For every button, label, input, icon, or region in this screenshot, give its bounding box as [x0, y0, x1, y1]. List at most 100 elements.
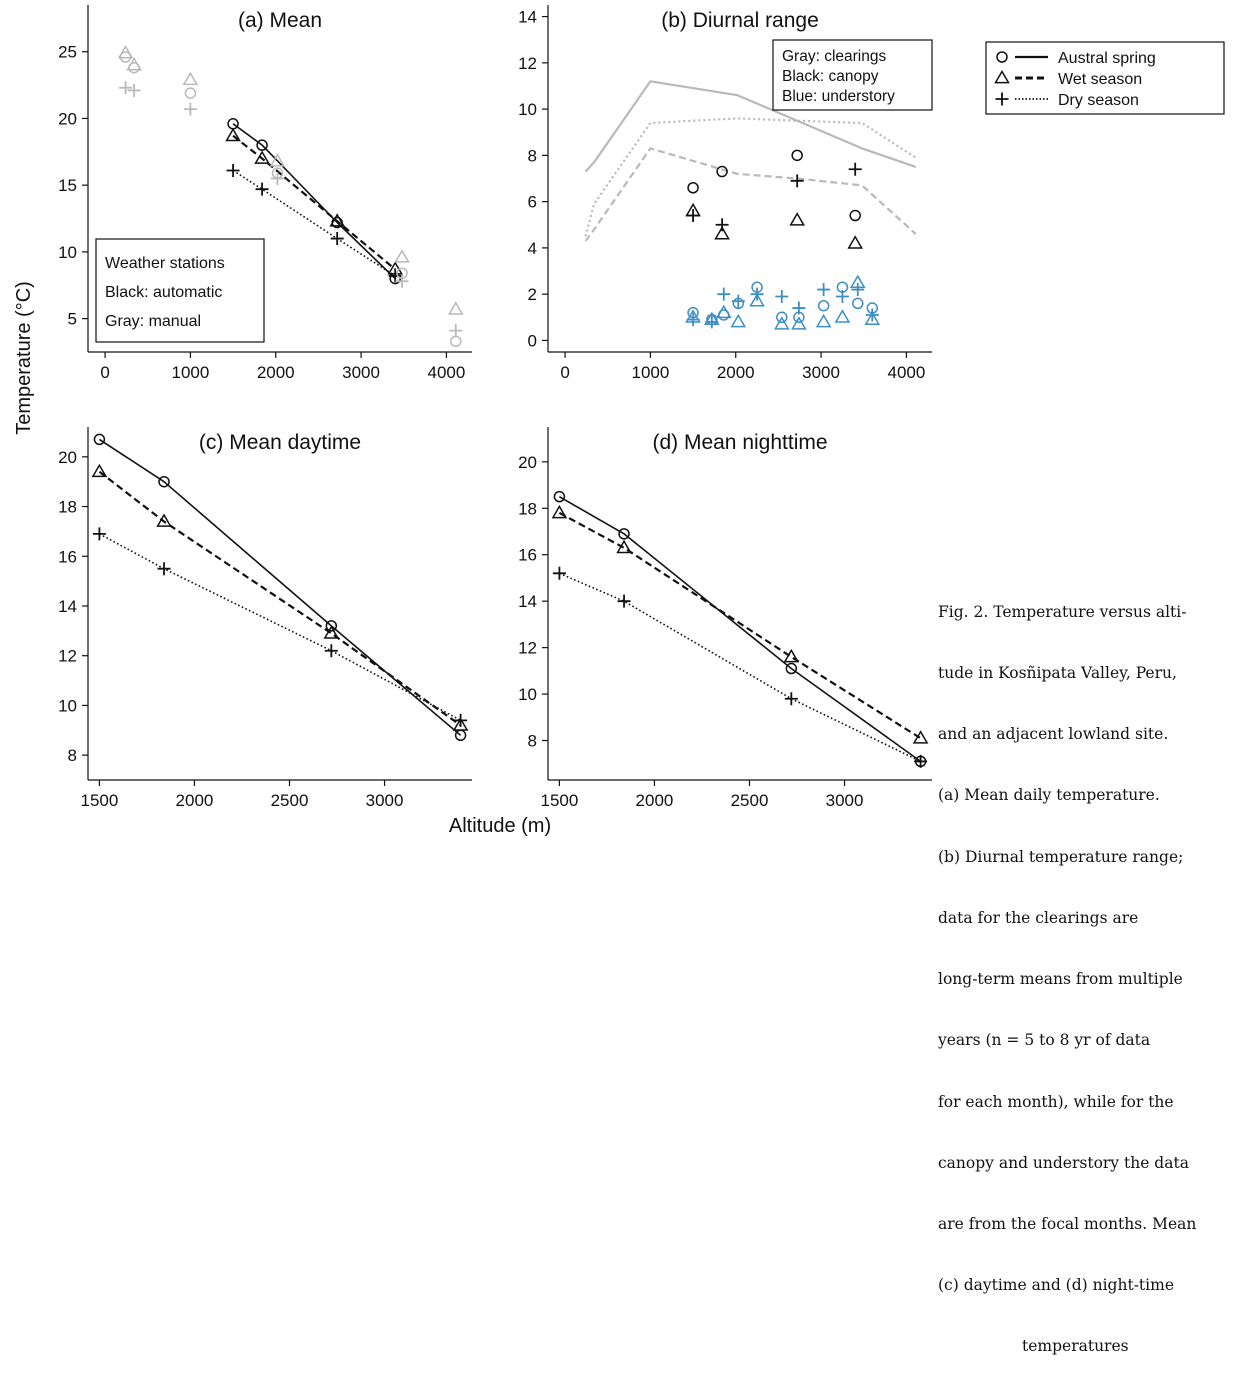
y-tick-label: 18 — [518, 499, 537, 518]
data-plus-point — [127, 83, 141, 97]
y-tick-label: 8 — [68, 746, 77, 765]
data-plus-point — [851, 283, 865, 297]
caption-line: (c) daytime and (d) night-time — [938, 1276, 1174, 1295]
series-line-austral-spring — [584, 80, 917, 173]
data-circle-point — [716, 165, 728, 178]
y-tick-label: 8 — [528, 146, 537, 165]
x-tick-label: 0 — [100, 363, 109, 382]
data-triangle-point — [551, 504, 568, 519]
y-tick-label: 12 — [58, 647, 77, 666]
data-triangle-point — [452, 717, 469, 731]
data-plus-point — [775, 289, 789, 303]
x-tick-label: 4000 — [427, 363, 465, 382]
panel-title: (d) Mean nighttime — [652, 431, 827, 454]
annotation-text: Blue: understory — [782, 88, 895, 105]
data-circle-point — [158, 475, 170, 488]
data-triangle-point — [323, 625, 340, 639]
legend-plus-point — [995, 92, 1009, 106]
y-tick-label: 0 — [528, 331, 537, 350]
data-circle-point — [450, 335, 462, 348]
figure-canvas: Temperature (°C) Altitude (m) 0 1000 2000 3… — [13, 5, 1225, 837]
y-tick-label: 18 — [58, 498, 77, 517]
y-tick-label: 20 — [58, 448, 77, 467]
series-line-wet-season — [98, 470, 462, 727]
data-triangle-point — [394, 249, 410, 263]
caption-line: temperatures — [1022, 1337, 1129, 1356]
legend-label: Austral spring — [1058, 50, 1156, 67]
panel-title: (a) Mean — [238, 9, 322, 32]
x-axis-label: Altitude (m) — [449, 815, 551, 837]
caption-line: and an adjacent lowland site. — [938, 725, 1169, 744]
data-plus-point — [848, 162, 862, 176]
figure-caption: Fig. 2. Temperature versus alti- tude in… — [938, 561, 1244, 1377]
data-plus-point — [617, 594, 631, 608]
panel-a: 0 1000 2000 3000 4000 5 10 15 20 25 (a) Mean Weathe… — [58, 5, 472, 382]
data-circle-point — [553, 490, 566, 503]
legend-box — [985, 41, 1225, 115]
x-tick-label: 1000 — [171, 363, 209, 382]
data-plus-point — [270, 172, 284, 185]
data-plus-point — [835, 289, 849, 303]
data-plus-point — [784, 692, 798, 706]
data-triangle-point — [715, 304, 732, 319]
y-tick-label: 10 — [518, 685, 537, 704]
data-plus-point — [226, 163, 240, 177]
data-plus-point — [552, 566, 566, 580]
data-plus-point — [255, 182, 269, 196]
data-triangle-point — [117, 45, 134, 59]
series-line-austral-spring — [98, 438, 462, 736]
data-circle-point — [93, 433, 106, 446]
y-tick-label: 15 — [58, 176, 77, 195]
annotation-text: Black: canopy — [782, 68, 879, 85]
data-plus-point — [388, 269, 402, 283]
series-line-dry-season — [232, 169, 396, 277]
data-triangle-point — [254, 150, 270, 164]
legend-label: Wet season — [1058, 71, 1142, 88]
caption-line: (a) Mean daily temperature. — [938, 786, 1160, 805]
data-triangle-point — [774, 316, 790, 330]
caption-line: canopy and understory the data — [938, 1153, 1189, 1172]
data-triangle-point — [912, 730, 929, 744]
data-circle-point — [618, 528, 630, 540]
data-circle-point — [776, 311, 788, 324]
data-triangle-point — [791, 316, 807, 330]
y-tick-label: 14 — [518, 8, 537, 27]
y-tick-label: 4 — [528, 239, 537, 258]
series-line-dry-season — [99, 533, 461, 722]
y-tick-label: 14 — [58, 597, 77, 616]
legend-circle-point — [996, 51, 1008, 63]
annotation-text: Gray: manual — [105, 313, 201, 330]
data-plus-point — [92, 527, 106, 541]
x-tick-label: 2000 — [717, 363, 755, 382]
data-triangle-point — [182, 71, 199, 86]
data-plus-point — [157, 562, 171, 576]
caption-line: long-term means from multiple — [938, 970, 1183, 989]
caption-line: years (n = 5 to 8 yr of data — [938, 1031, 1151, 1050]
data-plus-point — [817, 283, 831, 297]
data-triangle-point — [783, 648, 800, 663]
x-tick-label: 2000 — [257, 363, 295, 382]
data-triangle-point — [447, 301, 464, 315]
series-legend: Austral spring Wet season Dry season — [985, 41, 1225, 115]
data-plus-point — [865, 308, 879, 322]
data-plus-point — [686, 209, 700, 223]
data-triangle-point — [156, 513, 172, 527]
data-plus-point — [914, 754, 928, 768]
data-plus-point — [715, 218, 729, 232]
y-tick-label: 10 — [58, 243, 77, 262]
data-circle-point — [184, 87, 197, 99]
data-triangle-point — [269, 153, 286, 167]
series-line-wet-season — [558, 511, 922, 740]
data-triangle-point — [864, 311, 881, 326]
data-triangle-point — [789, 212, 805, 226]
x-tick-label: 2500 — [731, 791, 769, 810]
data-triangle-point — [834, 309, 851, 323]
data-circle-point — [687, 182, 699, 194]
data-circle-point — [817, 299, 830, 312]
data-triangle-point — [714, 226, 730, 240]
x-tick-label: 3000 — [802, 363, 840, 382]
x-tick-label: 3000 — [826, 791, 864, 810]
series-line-dry-season — [559, 572, 921, 763]
x-tick-label: 1500 — [540, 791, 578, 810]
